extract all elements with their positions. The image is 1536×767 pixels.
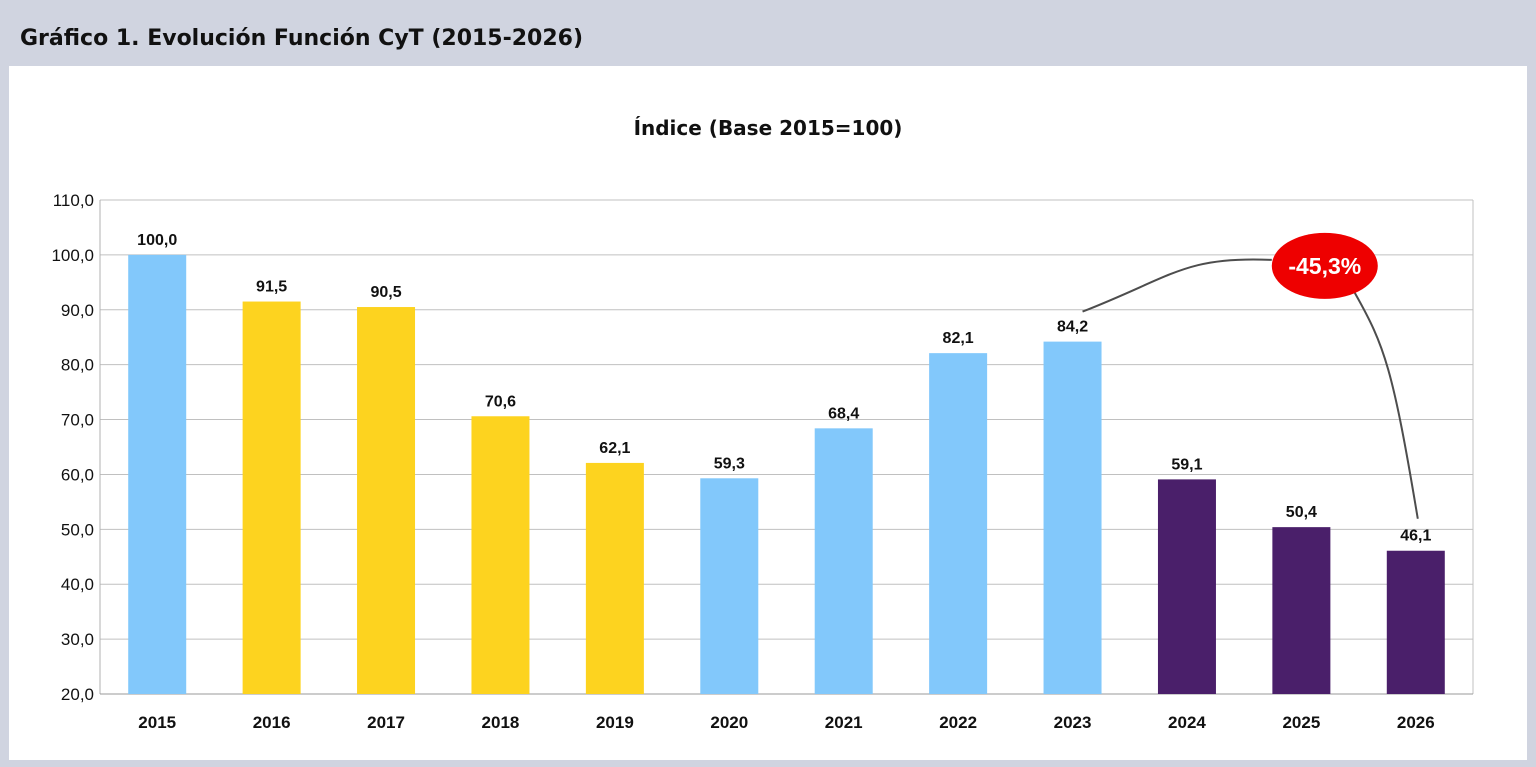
bar-2018 [471, 416, 530, 694]
data-label-2021: 68,4 [828, 405, 859, 422]
x-tick-label-2016: 2016 [253, 713, 291, 732]
data-label-2017: 90,5 [370, 284, 401, 301]
x-tick-label-2023: 2023 [1054, 713, 1092, 732]
data-label-2020: 59,3 [714, 455, 745, 472]
bar-2023 [1043, 341, 1102, 694]
x-tick-label-2026: 2026 [1397, 713, 1435, 732]
bar-2022 [929, 353, 988, 694]
x-tick-label-2015: 2015 [138, 713, 176, 732]
bar-2026 [1386, 550, 1445, 694]
callout-connector-left [1082, 258, 1272, 313]
data-label-2025: 50,4 [1286, 504, 1317, 521]
bar-2024 [1157, 479, 1216, 694]
data-label-2026: 46,1 [1400, 528, 1431, 545]
callout-label: -45,3% [1288, 253, 1361, 279]
data-label-2016: 91,5 [256, 279, 287, 296]
data-label-2015: 100,0 [137, 232, 177, 249]
bar-2017 [357, 307, 416, 694]
bar-2016 [242, 301, 301, 694]
bar-2025 [1272, 527, 1331, 694]
y-tick-label: 60,0 [61, 465, 94, 484]
y-tick-label: 70,0 [61, 411, 94, 430]
callout-bubble [1271, 232, 1378, 299]
x-tick-label-2019: 2019 [596, 713, 634, 732]
y-tick-label: 20,0 [61, 685, 94, 704]
y-tick-label: 40,0 [61, 575, 94, 594]
chart-title: Índice (Base 2015=100) [633, 116, 903, 140]
x-tick-label-2025: 2025 [1282, 713, 1320, 732]
bar-2015 [128, 254, 187, 694]
x-tick-label-2024: 2024 [1168, 713, 1206, 732]
y-tick-label: 50,0 [61, 520, 94, 539]
bar-2020 [700, 478, 759, 694]
x-tick-label-2018: 2018 [482, 713, 520, 732]
x-tick-label-2021: 2021 [825, 713, 863, 732]
x-tick-label-2017: 2017 [367, 713, 405, 732]
y-tick-label: 110,0 [53, 191, 94, 210]
data-label-2018: 70,6 [485, 393, 516, 410]
x-tick-label-2022: 2022 [939, 713, 977, 732]
x-tick-label-2020: 2020 [710, 713, 748, 732]
callout-connector-right [1353, 292, 1419, 519]
y-tick-label: 90,0 [61, 301, 94, 320]
y-tick-label: 80,0 [61, 356, 94, 375]
y-tick-label: 100,0 [51, 246, 94, 265]
y-tick-label: 30,0 [61, 630, 94, 649]
bar-2021 [814, 428, 873, 694]
data-label-2023: 84,2 [1057, 319, 1088, 336]
page-title: Gráfico 1. Evolución Función CyT (2015-2… [20, 26, 584, 51]
data-label-2024: 59,1 [1171, 456, 1202, 473]
chart-panel: Índice (Base 2015=100) 20,0 30,0 40,0 50,0 6… [9, 66, 1527, 760]
data-label-2019: 62,1 [599, 440, 630, 457]
bar-2019 [585, 462, 644, 694]
header-bar: Gráfico 1. Evolución Función CyT (2015-2… [0, 0, 1536, 66]
bar-chart: 20,0 30,0 40,0 50,0 60,0 70,0 80,0 90,0 100,0 110… [51, 191, 1474, 732]
data-label-2022: 82,1 [943, 330, 974, 347]
